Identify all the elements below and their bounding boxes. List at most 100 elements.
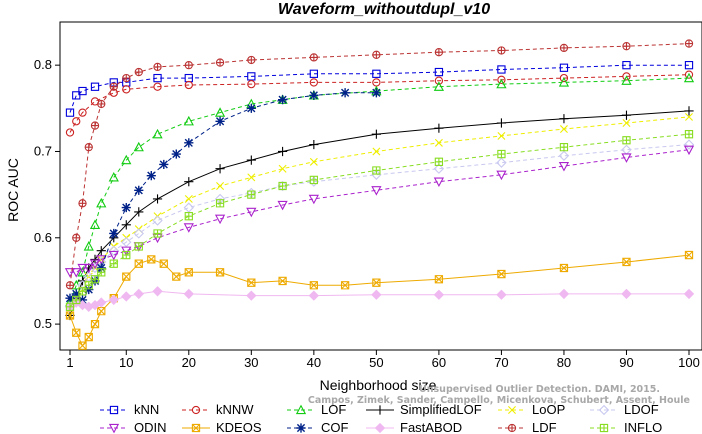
series-ldf-point [78, 199, 87, 207]
series-cof-point [246, 103, 256, 113]
series-knnw-point [559, 73, 569, 83]
series-inflo-point [84, 281, 93, 290]
legend-ldof-point [598, 404, 610, 416]
series-ldf-point [66, 281, 74, 289]
legend-label: INFLO [624, 420, 662, 434]
legend-label: kNNW [216, 402, 254, 417]
series-odin-point [683, 145, 695, 156]
series-cof-point [371, 88, 381, 98]
series-fastabod-point [683, 288, 695, 300]
series-kdeos-point [147, 255, 156, 264]
y-axis: 0.5 0.6 0.7 0.8 [34, 57, 60, 331]
series-ldof-point [496, 157, 507, 168]
series-knn-point [309, 69, 318, 78]
series-ldf-point [65, 281, 75, 290]
series-fastabod-point [121, 291, 132, 302]
series-inflo-point [247, 190, 256, 199]
series-inflo-point [78, 287, 87, 296]
y-tick-label: 0.6 [34, 230, 52, 245]
series-cof-point [215, 116, 225, 126]
legend-item-knnw: kNNW [182, 402, 254, 417]
series-ldof-point [108, 245, 119, 256]
series-inflo-point [153, 229, 162, 238]
legend-item-loop: LoOP [498, 402, 565, 417]
series-simplifiedlof-point [559, 114, 569, 124]
series-lof-point [558, 77, 570, 87]
series-fastabod-point [371, 289, 382, 300]
series-cof-point [134, 185, 144, 195]
legend-knnw-point [191, 405, 201, 415]
series-loop [66, 112, 693, 320]
series-kdeos-point [172, 272, 181, 281]
legend-label: ODIN [134, 420, 167, 434]
series-cof-point [277, 95, 288, 105]
series-ldf-point [185, 61, 193, 69]
series-ldf-point [497, 46, 506, 55]
series-ldof-point [371, 169, 382, 180]
series-odin-point [214, 214, 226, 225]
series-odin-point [496, 170, 507, 181]
series-simplifiedlof-point [246, 155, 256, 165]
series-ldf-point [135, 68, 143, 76]
series-ldf-point [247, 55, 256, 65]
x-tick-label: 60 [432, 355, 446, 370]
series-cof-point [184, 138, 194, 148]
series-kdeos-point [309, 281, 318, 290]
series-inflo-point [684, 130, 694, 139]
series-ldf-point [184, 61, 193, 70]
series-knnw-point [622, 72, 631, 81]
series-odin-point [64, 268, 76, 278]
series-knnw-point [122, 85, 131, 94]
series-odin-point [89, 259, 101, 270]
series-kdeos-point [84, 332, 93, 342]
series-knnw-point [78, 108, 87, 117]
series-ldf-point [560, 44, 568, 52]
series-kdeos-point [340, 281, 350, 290]
x-tick-label: 10 [119, 355, 133, 370]
series-odin-point [621, 153, 632, 163]
series-ldf-point [85, 143, 93, 151]
series-kdeos-point [684, 250, 694, 260]
legend-label: SimplifiedLOF [400, 402, 482, 417]
series-fastabod-point [152, 286, 163, 297]
series-ldf-point [685, 39, 693, 48]
series-inflo-point [278, 181, 287, 191]
legend-label: LDF [532, 420, 557, 434]
series-ldof-point [277, 180, 288, 192]
series-ldf-point [153, 62, 162, 72]
legend-item-cof: COF [287, 420, 349, 434]
series-lof-point [496, 78, 507, 89]
series-simplifiedlof-point [277, 146, 288, 157]
series-ldf-point [372, 51, 380, 59]
series-simplifiedlof-point [371, 129, 381, 139]
series-simplifiedlof-point [90, 254, 100, 264]
legend-item-inflo: INFLO [590, 420, 662, 434]
legend-item-lof: LOF [287, 402, 346, 417]
series-cof-point [109, 228, 119, 239]
legend-label: LOF [321, 402, 346, 417]
y-tick-label: 0.5 [34, 316, 52, 331]
plot-area [59, 21, 702, 351]
series-fastabod-point [621, 288, 632, 300]
series-ldf-point [309, 53, 318, 62]
series-ldf-point [134, 67, 143, 77]
series-odin-point [371, 186, 382, 196]
series-ldof-point [683, 139, 695, 150]
series-ldf-point [434, 48, 444, 57]
series-kdeos-point [215, 268, 225, 277]
x-tick-label: 20 [182, 355, 196, 370]
series-odin-point [83, 263, 94, 274]
series-loop-point [497, 131, 506, 140]
series-lof-point [183, 115, 194, 126]
series-knn-point [622, 61, 631, 70]
series-inflo-point [97, 268, 106, 277]
series-fastabod-point [96, 297, 107, 308]
series-cof-point [84, 284, 94, 295]
series-knn-point [434, 67, 444, 77]
series-simplifiedlof-point [184, 177, 194, 187]
series-ldf-point [153, 63, 162, 71]
series-lof-point [133, 141, 144, 152]
legend-label: KDEOS [216, 420, 262, 434]
x-axis: 1 10 20 30 40 50 60 70 80 90 100 [66, 350, 700, 370]
series-loop-point [372, 147, 381, 156]
